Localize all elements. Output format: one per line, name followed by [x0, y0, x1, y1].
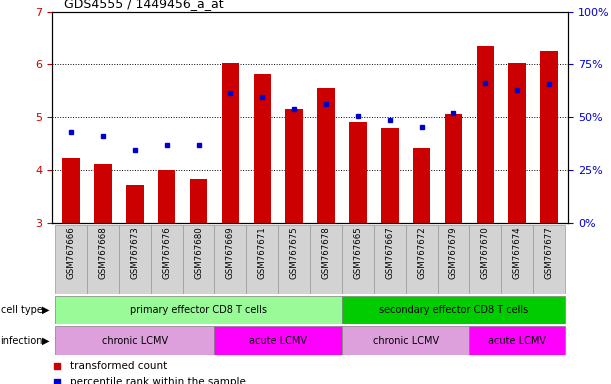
Text: GSM767677: GSM767677 — [544, 227, 554, 280]
Bar — [310, 225, 342, 294]
Text: GSM767676: GSM767676 — [162, 227, 171, 280]
Text: infection: infection — [1, 336, 43, 346]
Text: ▶: ▶ — [42, 305, 49, 315]
Bar — [342, 225, 374, 294]
Text: GSM767666: GSM767666 — [67, 227, 76, 280]
Text: GSM767674: GSM767674 — [513, 227, 522, 280]
Text: GSM767675: GSM767675 — [290, 227, 299, 280]
Bar — [214, 326, 342, 355]
Text: acute LCMV: acute LCMV — [249, 336, 307, 346]
Text: GSM767669: GSM767669 — [226, 227, 235, 279]
Bar — [437, 225, 469, 294]
Text: transformed count: transformed count — [70, 361, 167, 371]
Bar — [285, 109, 303, 223]
Text: GSM767667: GSM767667 — [386, 227, 394, 280]
Bar — [445, 114, 463, 223]
Bar — [87, 225, 119, 294]
Text: GSM767672: GSM767672 — [417, 227, 426, 280]
Text: GDS4555 / 1449456_a_at: GDS4555 / 1449456_a_at — [64, 0, 224, 10]
Bar — [501, 225, 533, 294]
Text: acute LCMV: acute LCMV — [488, 336, 546, 346]
Bar — [508, 63, 526, 223]
Bar — [254, 74, 271, 223]
Bar — [183, 225, 214, 294]
Bar — [55, 296, 342, 324]
Bar — [62, 158, 80, 223]
Bar — [190, 179, 207, 223]
Text: GSM767673: GSM767673 — [130, 227, 139, 280]
Text: chronic LCMV: chronic LCMV — [373, 336, 439, 346]
Text: GSM767665: GSM767665 — [353, 227, 362, 280]
Bar — [406, 225, 437, 294]
Bar — [278, 225, 310, 294]
Bar — [413, 148, 430, 223]
Bar — [55, 225, 87, 294]
Bar — [94, 164, 112, 223]
Bar — [374, 225, 406, 294]
Text: GSM767678: GSM767678 — [321, 227, 331, 280]
Bar — [126, 185, 144, 223]
Bar — [158, 170, 175, 223]
Bar — [342, 326, 469, 355]
Text: secondary effector CD8 T cells: secondary effector CD8 T cells — [379, 305, 528, 315]
Bar — [246, 225, 278, 294]
Text: ▶: ▶ — [42, 336, 49, 346]
Bar — [477, 46, 494, 223]
Bar — [342, 296, 565, 324]
Bar — [381, 127, 398, 223]
Text: GSM767668: GSM767668 — [98, 227, 108, 280]
Text: primary effector CD8 T cells: primary effector CD8 T cells — [130, 305, 267, 315]
Bar — [222, 63, 239, 223]
Text: GSM767679: GSM767679 — [449, 227, 458, 279]
Text: cell type: cell type — [1, 305, 43, 315]
Bar — [151, 225, 183, 294]
Text: chronic LCMV: chronic LCMV — [102, 336, 168, 346]
Bar — [469, 225, 501, 294]
Bar — [214, 225, 246, 294]
Bar — [349, 122, 367, 223]
Bar — [533, 225, 565, 294]
Bar — [317, 88, 335, 223]
Bar — [119, 225, 151, 294]
Text: GSM767671: GSM767671 — [258, 227, 267, 280]
Text: percentile rank within the sample: percentile rank within the sample — [70, 377, 246, 384]
Bar — [469, 326, 565, 355]
Bar — [540, 51, 558, 223]
Text: GSM767670: GSM767670 — [481, 227, 490, 280]
Text: GSM767680: GSM767680 — [194, 227, 203, 280]
Bar — [55, 326, 214, 355]
